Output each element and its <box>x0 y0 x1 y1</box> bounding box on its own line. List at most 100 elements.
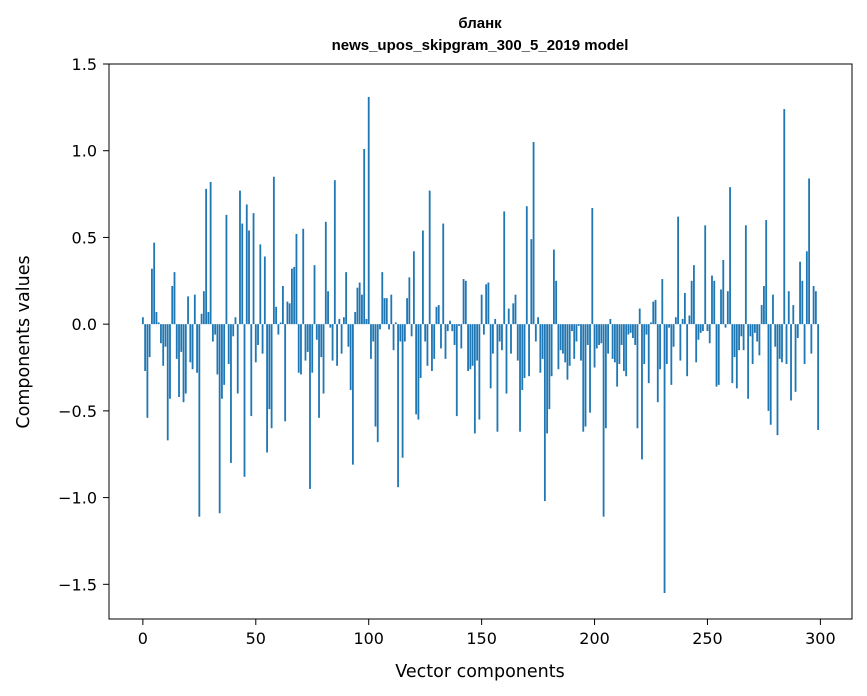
bar <box>367 96 370 325</box>
bar <box>166 324 169 441</box>
bar <box>555 280 558 325</box>
bar <box>160 324 162 344</box>
bar <box>683 292 686 325</box>
bar <box>731 324 734 384</box>
bar <box>763 286 765 325</box>
bar <box>417 324 420 420</box>
bar <box>546 324 549 434</box>
bar <box>489 324 492 389</box>
bar <box>747 324 750 399</box>
bar <box>175 324 178 359</box>
bar <box>810 324 813 354</box>
bar <box>557 324 560 370</box>
x-tick-label: 0 <box>138 629 148 648</box>
bar <box>693 265 695 325</box>
y-axis-ticks: −1.5 −1.0 −0.5 0.0 0.5 1.0 1.5 <box>58 55 109 594</box>
bar <box>318 324 320 418</box>
bar <box>352 324 354 465</box>
bar <box>521 324 524 391</box>
bar <box>385 298 388 325</box>
plot-frame <box>108 63 853 620</box>
bar <box>440 324 442 349</box>
bar <box>722 259 725 325</box>
bar <box>717 324 720 385</box>
bar <box>248 230 250 325</box>
bar <box>403 324 406 342</box>
bar <box>162 324 165 366</box>
bar <box>778 324 781 359</box>
bar <box>663 324 666 593</box>
bar <box>482 324 485 335</box>
chart-title: бланк <box>458 15 502 32</box>
bar <box>808 178 810 325</box>
bar <box>611 324 614 359</box>
y-tick-label: 0.0 <box>72 315 97 334</box>
bar <box>223 324 226 385</box>
bar <box>397 324 399 488</box>
bar <box>444 324 447 359</box>
bar <box>157 322 160 325</box>
bar <box>706 324 709 332</box>
bar <box>774 324 777 347</box>
bar <box>783 109 786 325</box>
bar <box>781 324 783 363</box>
bar <box>365 318 368 325</box>
x-tick-label: 100 <box>353 629 384 648</box>
bar <box>537 317 539 325</box>
bar <box>532 142 535 325</box>
bar <box>650 322 652 325</box>
bar <box>313 265 316 325</box>
bar <box>577 324 580 326</box>
bar <box>306 324 309 352</box>
x-axis-ticks: 0 50 100 150 200 250 300 <box>138 619 836 648</box>
bar <box>469 324 472 370</box>
bar <box>431 324 433 371</box>
bar <box>178 324 180 397</box>
bar <box>216 324 219 375</box>
bar <box>196 324 198 373</box>
bar <box>681 318 684 325</box>
bar <box>507 308 510 325</box>
bar <box>141 317 144 325</box>
bar <box>726 291 729 325</box>
bar <box>699 324 702 333</box>
x-tick-label: 200 <box>579 629 610 648</box>
bar <box>559 324 562 351</box>
bar <box>580 324 582 361</box>
bar <box>595 324 598 349</box>
bar <box>200 313 203 325</box>
bar <box>211 324 214 342</box>
bar <box>144 324 147 371</box>
y-tick-label: 0.5 <box>72 228 97 247</box>
bar <box>512 303 515 325</box>
bar <box>372 324 375 342</box>
bar <box>442 223 445 325</box>
bar <box>643 324 646 365</box>
bar <box>634 324 637 345</box>
bar <box>541 324 544 359</box>
bar <box>487 282 490 325</box>
bar <box>446 324 449 332</box>
bar <box>625 324 628 377</box>
bar <box>338 318 341 325</box>
bar <box>636 324 639 429</box>
bar <box>803 324 806 365</box>
bar <box>598 324 600 345</box>
x-tick-label: 250 <box>692 629 723 648</box>
bar <box>794 324 797 392</box>
bar <box>790 324 792 401</box>
bar <box>354 312 357 325</box>
bar <box>566 324 569 380</box>
bar <box>331 324 334 361</box>
bar <box>623 324 625 371</box>
bar <box>320 324 323 358</box>
bar <box>534 324 537 342</box>
bar <box>302 228 305 325</box>
bar <box>760 305 763 325</box>
y-tick-label: −0.5 <box>58 402 97 421</box>
bar <box>198 324 201 517</box>
bar <box>243 324 246 477</box>
bar <box>543 324 546 502</box>
x-tick-label: 300 <box>805 629 836 648</box>
bar <box>401 324 404 458</box>
